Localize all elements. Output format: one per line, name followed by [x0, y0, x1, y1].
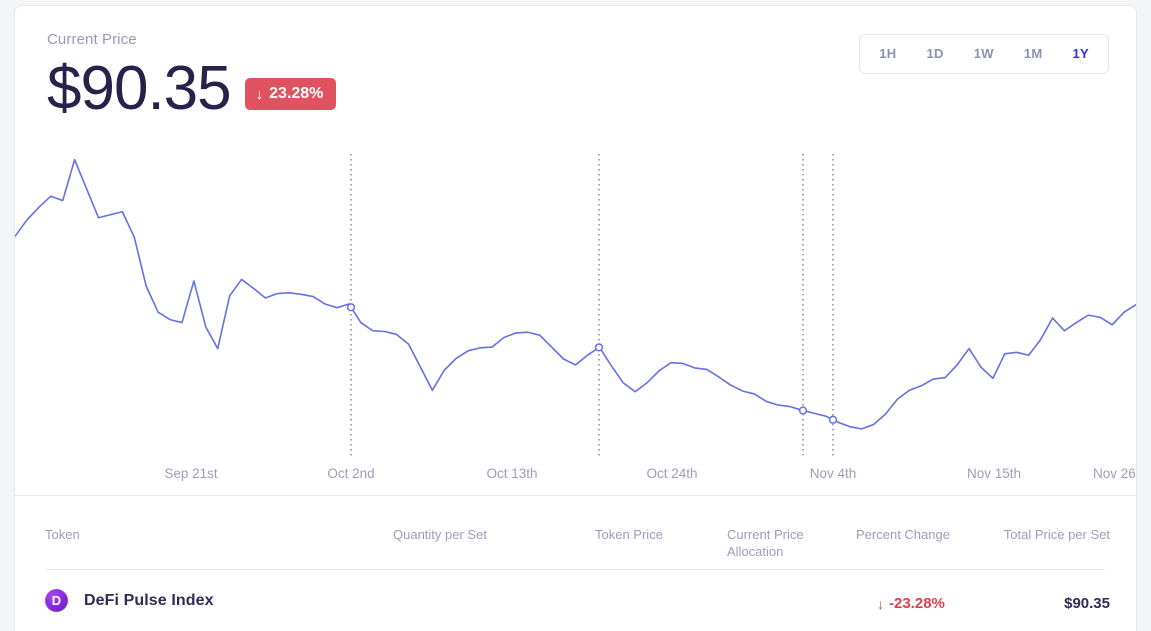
price-line-chart-svg[interactable] — [15, 146, 1136, 466]
range-button-1m[interactable]: 1M — [1009, 35, 1058, 73]
cell-total-price-per-set: $90.35 — [1064, 595, 1110, 612]
range-button-1w[interactable]: 1W — [959, 35, 1009, 73]
column-header-token-price: Token Price — [595, 527, 663, 542]
x-axis-label-3: Oct 24th — [646, 466, 698, 481]
cell-percent-change: ↓ -23.28% — [877, 595, 945, 612]
price-row: $90.35 ↓ 23.28% — [47, 52, 337, 126]
chart-point-markers — [346, 303, 838, 424]
x-axis-label-2: Oct 13th — [486, 466, 538, 481]
arrow-down-icon: ↓ — [877, 595, 884, 612]
x-axis-label-4: Nov 4th — [809, 466, 857, 481]
arrow-down-icon: ↓ — [255, 85, 264, 103]
column-header-percent-change: Percent Change — [856, 527, 950, 542]
chart-table-divider — [15, 495, 1136, 496]
current-price-label: Current Price — [47, 31, 137, 48]
chart-marker-1 — [594, 343, 604, 352]
percent-change-badge-value: 23.28% — [269, 85, 324, 102]
token-cell[interactable]: D DeFi Pulse Index — [45, 589, 214, 612]
percent-change-badge: ↓ 23.28% — [244, 78, 337, 110]
column-header-token: Token — [45, 527, 80, 542]
current-price-block: Current Price $90.35 ↓ 23.28% — [47, 30, 337, 126]
holdings-table-header: Token Quantity per Set Token Price Curre… — [15, 511, 1136, 566]
table-header-divider — [45, 569, 1105, 570]
column-header-current-price-allocation: Current Price Allocation — [727, 527, 804, 559]
chart-marker-3 — [828, 415, 838, 424]
column-header-total-price-per-set: Total Price per Set — [1003, 527, 1110, 542]
x-axis-label-1: Oct 2nd — [327, 466, 375, 481]
table-row[interactable]: D DeFi Pulse Index ↓ -23.28% $90.35 — [15, 581, 1136, 631]
price-chart[interactable]: Sep 21st Oct 2nd Oct 13th Oct 24th Nov 4th No… — [15, 146, 1136, 496]
chart-marker-2 — [798, 406, 808, 415]
current-price-value: $90.35 — [47, 54, 232, 123]
x-axis-label-6: Nov 26th — [1092, 466, 1136, 481]
x-axis-label-0: Sep 21st — [164, 466, 218, 481]
range-button-1h[interactable]: 1H — [864, 35, 911, 73]
column-header-quantity-per-set: Quantity per Set — [393, 527, 487, 542]
range-button-1d[interactable]: 1D — [911, 35, 958, 73]
x-axis-label-5: Nov 15th — [966, 466, 1022, 481]
cell-percent-change-value: -23.28% — [889, 595, 945, 612]
defi-pulse-index-logo-icon: D — [45, 589, 68, 612]
chart-marker-0 — [346, 303, 356, 312]
price-chart-card: Current Price $90.35 ↓ 23.28% 1H 1D 1W 1… — [14, 5, 1137, 631]
chart-line-path — [15, 158, 1136, 430]
token-name: DeFi Pulse Index — [84, 591, 214, 609]
chart-dashed-guidelines — [350, 154, 834, 458]
range-button-1y[interactable]: 1Y — [1057, 35, 1104, 73]
time-range-selector[interactable]: 1H 1D 1W 1M 1Y — [859, 34, 1109, 74]
